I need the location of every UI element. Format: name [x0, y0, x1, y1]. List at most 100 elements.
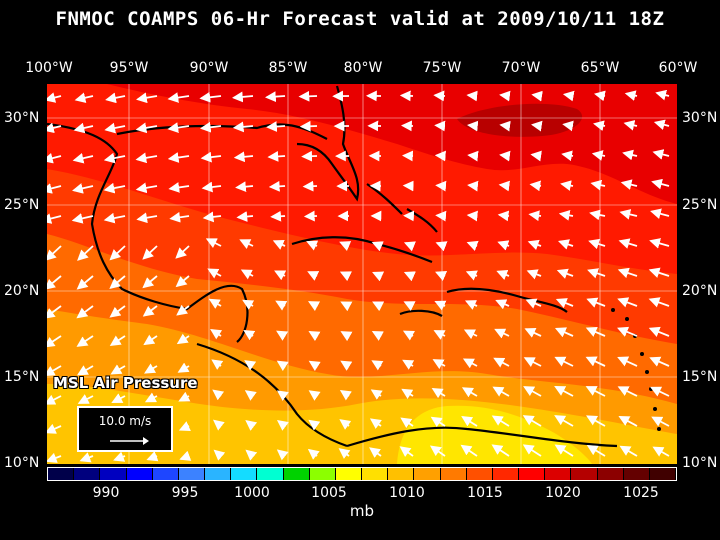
- wind-arrow: [47, 394, 62, 405]
- wind-arrow: [522, 444, 542, 457]
- wind-arrow: [176, 333, 190, 345]
- wind-arrow: [168, 182, 190, 193]
- wind-arrow: [210, 329, 223, 340]
- wind-arrow: [47, 152, 62, 164]
- wind-arrow: [491, 415, 510, 427]
- wind-arrow: [620, 179, 638, 190]
- wind-arrow: [245, 449, 258, 461]
- wind-arrow: [142, 305, 158, 317]
- small-islands: [611, 308, 661, 431]
- wind-arrow: [499, 90, 511, 102]
- wind-arrow: [47, 305, 62, 319]
- wind-arrow: [298, 90, 318, 102]
- colorbar-tick: 995: [171, 485, 199, 501]
- wind-arrow: [619, 445, 638, 457]
- wind-arrow: [560, 180, 574, 191]
- wind-arrow: [464, 300, 478, 310]
- wind-arrow: [622, 149, 638, 161]
- wind-arrow: [79, 452, 94, 463]
- wind-arrow: [113, 451, 126, 462]
- wind-arrow: [558, 210, 574, 221]
- wind-arrow: [586, 297, 606, 308]
- wind-arrow: [561, 150, 574, 162]
- wind-arrow: [272, 239, 286, 250]
- wind-arrow: [652, 446, 670, 457]
- wind-arrow: [372, 301, 385, 312]
- wind-arrow: [652, 149, 670, 160]
- lat-label: 25°N: [682, 197, 718, 213]
- wind-arrow: [276, 449, 289, 461]
- wind-arrow: [461, 387, 478, 398]
- wind-arrow: [650, 386, 670, 397]
- wind-arrow: [499, 120, 511, 132]
- wind-arrow: [493, 357, 510, 368]
- wind-arrow: [240, 269, 254, 280]
- wind-arrow: [109, 275, 126, 290]
- wind-arrow: [47, 245, 62, 261]
- wind-arrow: [369, 447, 382, 458]
- wind-arrow: [624, 90, 638, 101]
- lon-label: 60°W: [658, 60, 698, 76]
- wind-arrow: [648, 326, 670, 337]
- wind-arrow: [562, 90, 575, 102]
- wind-arrow: [498, 180, 511, 192]
- lon-label: 85°W: [268, 60, 308, 76]
- wind-arrow: [467, 120, 479, 132]
- pressure-band-1008: [397, 405, 592, 464]
- wind-arrow: [302, 180, 318, 192]
- wind-arrow: [371, 331, 384, 341]
- wind-arrow: [136, 92, 158, 104]
- wind-arrow: [556, 268, 574, 279]
- wind-arrow: [529, 180, 542, 192]
- wind-arrow: [47, 423, 62, 434]
- wind-arrow: [557, 239, 574, 250]
- wind-arrow: [403, 271, 416, 282]
- wind-arrow: [109, 335, 126, 346]
- wind-arrow: [236, 211, 254, 222]
- wind-arrow: [205, 238, 222, 249]
- wind-arrow: [462, 358, 478, 369]
- wind-arrow: [617, 356, 638, 367]
- wind-arrow: [142, 245, 158, 260]
- reference-vector-box: 10.0 m/s: [77, 406, 173, 452]
- wind-arrow: [586, 415, 606, 427]
- wind-arrow: [617, 297, 638, 308]
- colorbar-cell: [283, 468, 310, 480]
- wind-arrow: [47, 452, 62, 463]
- wind-arrow: [653, 119, 670, 130]
- wind-arrow: [461, 416, 478, 427]
- wind-arrow: [403, 301, 416, 311]
- wind-arrow: [144, 363, 158, 374]
- colorbar-tick: 1020: [545, 485, 581, 501]
- lon-label: 80°W: [343, 60, 383, 76]
- lat-label: 10°N: [4, 455, 40, 471]
- wind-arrow: [109, 305, 126, 318]
- wind-arrow: [71, 213, 94, 224]
- wind-arrow: [233, 151, 254, 163]
- lat-label: 25°N: [4, 197, 40, 213]
- wind-arrow: [527, 239, 542, 251]
- wind-arrow: [434, 120, 446, 132]
- wind-arrow: [175, 275, 190, 288]
- wind-arrow: [463, 329, 478, 340]
- wind-arrow: [308, 301, 321, 312]
- wind-arrow: [276, 330, 289, 341]
- wind-arrow: [434, 150, 446, 162]
- wind-arrow: [555, 298, 574, 309]
- wind-arrow: [202, 211, 222, 223]
- colorbar-cell: [545, 468, 572, 480]
- wind-arrow: [47, 183, 62, 194]
- wind-arrow: [76, 275, 94, 290]
- wind-arrow: [232, 121, 254, 133]
- wind-arrow: [524, 327, 542, 338]
- wind-arrow: [466, 90, 478, 102]
- colorbar-cell: [623, 468, 650, 480]
- wind-arrow: [429, 445, 446, 457]
- wind-arrow: [308, 390, 321, 401]
- wind-arrow: [435, 180, 447, 192]
- wind-arrow: [239, 239, 254, 249]
- colorbar-cell: [152, 468, 179, 480]
- colorbar-cell: [362, 468, 389, 480]
- wind-arrow: [179, 450, 192, 461]
- wind-arrow: [434, 300, 447, 311]
